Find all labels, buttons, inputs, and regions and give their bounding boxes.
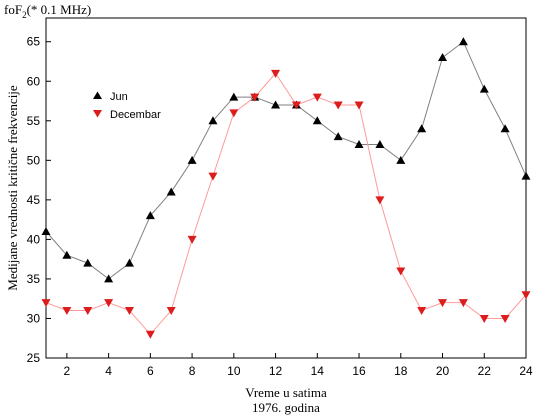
x-tick-label: 20 — [436, 364, 450, 378]
data-point-jun — [208, 116, 218, 125]
data-point-decembar — [291, 101, 301, 110]
chart-subtitle: 1976. godina — [252, 400, 320, 415]
data-point-jun — [41, 226, 51, 235]
y-tick-label: 65 — [27, 35, 41, 49]
data-point-decembar — [521, 291, 531, 300]
x-axis: 2 4 6 8 10 12 14 16 18 20 22 24 — [64, 353, 533, 378]
corner-label-suffix: (* 0.1 MHz) — [27, 2, 92, 17]
x-tick-label: 22 — [478, 364, 492, 378]
data-point-decembar — [41, 299, 51, 308]
legend-marker-decembar — [93, 110, 102, 118]
data-point-jun — [396, 155, 406, 164]
data-point-decembar — [250, 93, 260, 102]
x-tick-label: 16 — [352, 364, 366, 378]
legend: Jun Decembar — [93, 91, 161, 121]
legend-label-jun: Jun — [110, 91, 128, 103]
y-tick-label: 40 — [27, 232, 41, 246]
x-tick-label: 6 — [147, 364, 154, 378]
y-axis-label: Medijane vrednosti kritične frekvencije — [5, 85, 20, 291]
data-point-jun — [417, 124, 427, 133]
data-point-jun — [521, 171, 531, 180]
data-point-decembar — [312, 93, 322, 102]
data-point-jun — [166, 187, 176, 196]
data-point-jun — [500, 124, 510, 133]
x-tick-label: 18 — [394, 364, 408, 378]
plot-area — [45, 17, 527, 359]
x-tick-label: 24 — [519, 364, 533, 378]
x-axis-label: Vreme u satima — [245, 385, 327, 400]
data-point-decembar — [396, 267, 406, 276]
data-point-jun — [229, 92, 239, 101]
data-point-decembar — [375, 196, 385, 205]
y-tick-label: 45 — [27, 193, 41, 207]
series-layer — [41, 37, 531, 339]
legend-marker-jun — [93, 91, 102, 99]
data-point-jun — [271, 100, 281, 109]
series-line-jun — [45, 40, 527, 280]
x-tick-label: 10 — [227, 364, 241, 378]
x-tick-label: 12 — [269, 364, 283, 378]
y-tick-label: 30 — [27, 311, 41, 325]
series-line-decembar — [45, 72, 527, 336]
data-point-jun — [145, 211, 155, 220]
data-point-decembar — [271, 69, 281, 78]
data-point-decembar — [83, 307, 93, 316]
data-point-jun — [62, 250, 72, 259]
data-point-decembar — [124, 307, 134, 316]
data-point-decembar — [145, 330, 155, 339]
y-tick-label: 55 — [27, 114, 41, 128]
data-point-decembar — [229, 109, 239, 118]
data-point-decembar — [333, 101, 343, 110]
corner-label-prefix: foF — [4, 2, 22, 17]
data-point-jun — [104, 274, 114, 283]
x-tick-label: 8 — [189, 364, 196, 378]
plot-frame — [45, 17, 527, 359]
data-point-decembar — [479, 314, 489, 323]
corner-label-subscript: 2 — [22, 10, 27, 20]
y-tick-label: 25 — [27, 351, 41, 365]
x-tick-label: 4 — [105, 364, 112, 378]
data-point-jun — [124, 258, 134, 267]
y-tick-label: 50 — [27, 153, 41, 167]
data-point-jun — [312, 116, 322, 125]
data-point-decembar — [187, 235, 197, 244]
data-point-decembar — [417, 307, 427, 316]
data-point-jun — [187, 155, 197, 164]
data-point-decembar — [438, 299, 448, 308]
data-point-decembar — [104, 299, 114, 308]
data-point-decembar — [354, 101, 364, 110]
data-point-jun — [438, 53, 448, 62]
data-point-jun — [83, 258, 93, 267]
data-point-jun — [333, 132, 343, 141]
y-tick-label: 60 — [27, 74, 41, 88]
data-point-jun — [458, 37, 468, 46]
data-point-decembar — [208, 172, 218, 181]
data-point-decembar — [166, 307, 176, 316]
y-tick-label: 35 — [27, 272, 41, 286]
data-point-decembar — [500, 314, 510, 323]
data-point-decembar — [62, 307, 72, 316]
data-point-jun — [354, 140, 364, 149]
data-point-jun — [375, 140, 385, 149]
x-tick-label: 2 — [64, 364, 71, 378]
x-tick-label: 14 — [311, 364, 325, 378]
data-point-jun — [479, 84, 489, 93]
y-axis: 25 30 35 40 45 50 55 60 65 — [27, 35, 51, 365]
data-point-decembar — [458, 299, 468, 308]
legend-label-decembar: Decembar — [110, 109, 161, 121]
corner-label: foF2(* 0.1 MHz) — [4, 2, 91, 20]
